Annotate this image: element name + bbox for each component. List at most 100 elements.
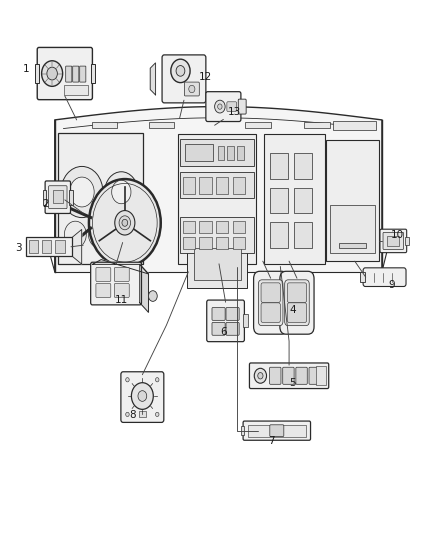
Bar: [294, 153, 312, 179]
Bar: [245, 122, 271, 128]
Circle shape: [115, 221, 137, 248]
Text: 9: 9: [389, 280, 396, 289]
Bar: [178, 134, 256, 264]
Bar: [199, 221, 212, 233]
Bar: [241, 426, 244, 435]
FancyBboxPatch shape: [96, 284, 111, 297]
Bar: [183, 221, 195, 233]
Bar: [406, 237, 409, 245]
FancyBboxPatch shape: [121, 372, 164, 422]
Bar: [149, 122, 174, 128]
Polygon shape: [150, 63, 155, 95]
Circle shape: [70, 177, 94, 207]
Circle shape: [171, 59, 190, 83]
Bar: [360, 272, 365, 282]
Circle shape: [126, 377, 129, 382]
FancyBboxPatch shape: [287, 303, 307, 322]
Polygon shape: [55, 107, 382, 272]
FancyBboxPatch shape: [258, 280, 283, 326]
Bar: [29, 240, 38, 253]
Bar: [218, 146, 224, 160]
Bar: [304, 122, 330, 128]
FancyBboxPatch shape: [96, 268, 111, 281]
Circle shape: [112, 180, 131, 204]
Text: 4: 4: [289, 305, 296, 315]
FancyBboxPatch shape: [227, 102, 237, 111]
FancyBboxPatch shape: [37, 47, 92, 100]
FancyBboxPatch shape: [296, 367, 307, 384]
Bar: [55, 240, 64, 253]
Circle shape: [42, 61, 63, 86]
FancyBboxPatch shape: [261, 303, 280, 322]
Text: 6: 6: [220, 327, 227, 336]
Bar: [43, 190, 46, 205]
Text: 3: 3: [15, 243, 22, 253]
Polygon shape: [116, 261, 134, 272]
Bar: [35, 64, 39, 83]
Bar: [264, 134, 325, 264]
Circle shape: [176, 66, 185, 76]
FancyBboxPatch shape: [80, 66, 86, 82]
FancyBboxPatch shape: [238, 99, 246, 114]
Bar: [64, 85, 88, 95]
Bar: [294, 188, 312, 213]
Bar: [180, 217, 254, 253]
Bar: [26, 237, 72, 256]
FancyBboxPatch shape: [184, 82, 199, 96]
Circle shape: [189, 85, 195, 93]
Circle shape: [64, 221, 86, 248]
FancyBboxPatch shape: [45, 181, 71, 213]
Bar: [270, 222, 288, 248]
Text: 8: 8: [129, 410, 136, 419]
Circle shape: [88, 221, 110, 248]
Bar: [227, 146, 234, 160]
Bar: [216, 177, 228, 194]
Bar: [294, 222, 312, 248]
Bar: [185, 144, 213, 161]
FancyBboxPatch shape: [270, 425, 284, 437]
Circle shape: [155, 377, 159, 382]
Bar: [53, 190, 63, 203]
FancyBboxPatch shape: [66, 66, 72, 82]
Text: 5: 5: [289, 378, 296, 387]
FancyBboxPatch shape: [363, 268, 406, 287]
FancyBboxPatch shape: [162, 55, 206, 103]
FancyBboxPatch shape: [49, 185, 67, 208]
FancyBboxPatch shape: [212, 322, 225, 335]
Text: 7: 7: [268, 437, 275, 446]
Bar: [42, 240, 51, 253]
FancyBboxPatch shape: [207, 300, 244, 342]
Circle shape: [155, 413, 159, 417]
Bar: [326, 140, 379, 261]
Polygon shape: [72, 229, 81, 264]
Bar: [216, 221, 228, 233]
Circle shape: [47, 67, 57, 80]
Bar: [248, 425, 306, 437]
FancyBboxPatch shape: [212, 308, 225, 320]
Circle shape: [254, 368, 266, 383]
Text: 1: 1: [23, 64, 30, 74]
FancyBboxPatch shape: [254, 271, 288, 334]
Circle shape: [89, 179, 161, 266]
Bar: [69, 190, 73, 205]
Circle shape: [105, 172, 138, 212]
Bar: [194, 248, 241, 280]
Text: 10: 10: [391, 230, 404, 239]
Circle shape: [131, 383, 153, 409]
Bar: [233, 177, 245, 194]
Circle shape: [138, 391, 147, 401]
FancyBboxPatch shape: [114, 284, 129, 297]
FancyBboxPatch shape: [287, 283, 307, 303]
Bar: [333, 121, 376, 130]
Circle shape: [115, 211, 135, 235]
FancyBboxPatch shape: [285, 280, 309, 326]
Text: 11: 11: [115, 295, 128, 304]
Circle shape: [119, 216, 131, 230]
FancyBboxPatch shape: [226, 308, 239, 320]
FancyBboxPatch shape: [280, 271, 314, 334]
Bar: [183, 177, 195, 194]
Bar: [270, 153, 288, 179]
FancyBboxPatch shape: [383, 232, 404, 249]
FancyBboxPatch shape: [114, 268, 129, 281]
Polygon shape: [140, 264, 148, 312]
